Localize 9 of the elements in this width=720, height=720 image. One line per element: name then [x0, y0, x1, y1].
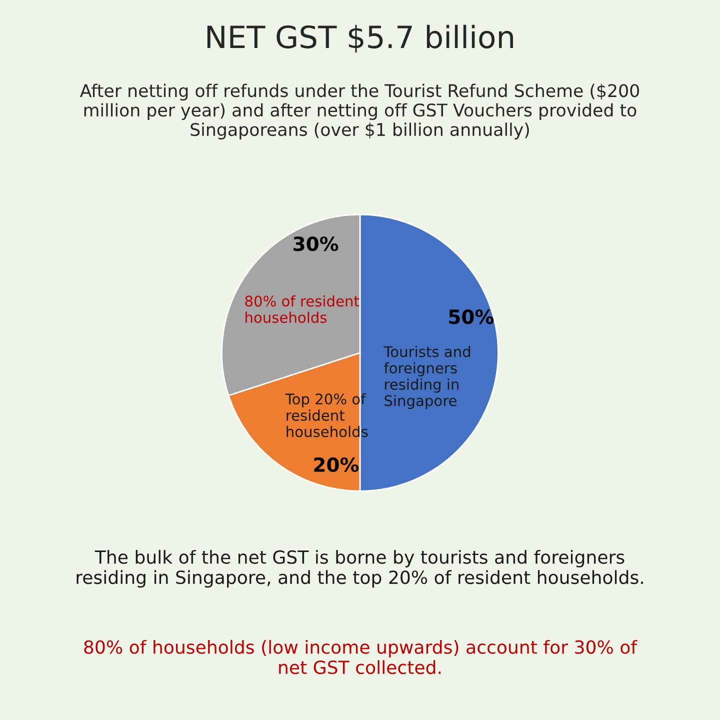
chart-subtitle: After netting off refunds under the Tourist Refund Scheme ($200 million per year) and after netting off GST Vouchers provided to Singaporeans (over $1 billion annually)	[80, 84, 639, 140]
data-label: 30%	[294, 236, 338, 252]
text: The bulk of the net GST is borne by tourists and foreigners residing in Singapore, and the top 20% of resident households.	[76, 550, 643, 588]
chart-title: NET GST $5.7 billion	[207, 24, 513, 53]
data-label: 20%	[314, 457, 359, 472]
slice-label: Tourists and foreigners residing in Singapore	[384, 346, 470, 409]
text: 80% of households (low income upwards) account for 30% of net GST collected.	[84, 640, 638, 674]
slice-label: 80% of resident households	[245, 295, 360, 323]
data-label: 50%	[449, 309, 494, 324]
